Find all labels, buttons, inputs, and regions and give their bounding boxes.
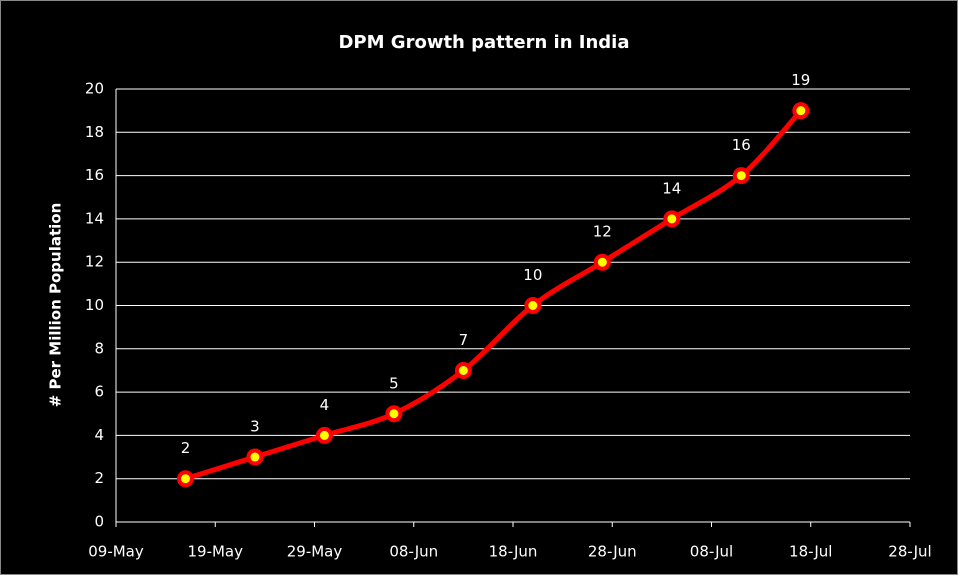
data-label: 3 (250, 418, 260, 436)
x-tick-label: 09-May (88, 543, 144, 561)
x-tick-label: 28-Jul (888, 543, 931, 561)
marker (246, 448, 264, 466)
y-tick-label: 16 (85, 166, 104, 184)
data-label: 10 (523, 266, 542, 284)
data-label: 5 (389, 374, 399, 392)
y-tick-label: 6 (94, 383, 104, 401)
x-tick-label: 18-Jun (489, 543, 538, 561)
x-tick-label: 29-May (287, 543, 343, 561)
y-tick-label: 14 (85, 209, 104, 227)
y-tick-label: 8 (94, 339, 104, 357)
marker (732, 167, 750, 185)
marker (663, 210, 681, 228)
data-label: 19 (791, 71, 810, 89)
chart-title: DPM Growth pattern in India (338, 32, 629, 53)
marker (792, 102, 810, 120)
y-tick-label: 12 (85, 253, 104, 271)
marker (524, 297, 542, 314)
marker (454, 361, 472, 379)
y-tick-label: 4 (94, 426, 104, 444)
y-tick-label: 0 (94, 513, 104, 531)
line (184, 108, 803, 482)
x-tick-label: 08-Jul (690, 543, 733, 561)
y-tick-label: 20 (85, 80, 104, 98)
marker (593, 253, 611, 271)
x-tick-label: 28-Jun (588, 543, 637, 561)
data-label: 7 (459, 331, 469, 349)
data-label: 4 (320, 396, 330, 414)
y-tick-label: 10 (85, 296, 104, 314)
x-tick-label: 19-May (187, 543, 243, 561)
marker (176, 470, 194, 488)
data-label: 12 (593, 223, 612, 241)
marker (385, 405, 403, 423)
y-tick-label: 2 (94, 469, 104, 487)
marker (315, 426, 333, 444)
y-tick-label: 18 (85, 123, 104, 141)
data-label: 16 (732, 136, 751, 154)
x-tick-label: 08-Jun (389, 543, 438, 561)
data-label: 14 (662, 179, 681, 197)
data-label: 2 (181, 439, 191, 457)
x-tick-label: 18-Jul (789, 543, 832, 561)
y-axis-label: # Per Million Population (47, 203, 65, 408)
